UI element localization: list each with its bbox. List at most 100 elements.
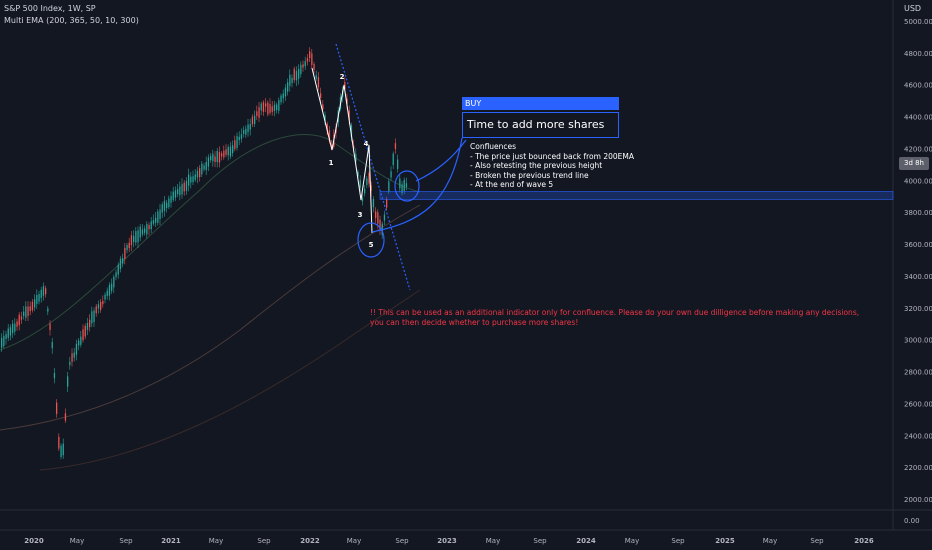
candle-body [328,130,331,142]
x-tick-label: 2021 [161,537,181,545]
y-tick-label: 2000.00 [904,496,932,504]
candle-body [245,128,247,135]
y-tick-label: 3400.00 [904,273,932,281]
candle-body [128,242,130,249]
candle-body [97,304,100,309]
candle-body [278,100,280,111]
x-tick-label: 2025 [715,537,735,545]
candle-body [146,224,148,235]
candle-body [210,156,212,161]
candle-body [148,224,150,230]
candle-body [84,326,86,337]
candle-body [106,290,108,296]
candle-body [130,235,133,246]
candle-body [271,106,273,112]
candle-body [108,284,111,296]
x-tick-label: May [625,537,639,545]
candle-body [401,184,403,194]
candle-body [289,74,291,86]
candle-body [225,149,227,155]
candle-body [212,153,214,162]
wave-label-1: 1 [329,159,334,167]
candle-body [27,306,29,317]
candle-body [135,231,137,243]
candle-body [320,93,322,98]
candle-body [251,116,254,125]
y-tick-label: 4600.00 [904,82,932,90]
candle-body [51,342,53,349]
candle-body [168,198,170,208]
y-tick-label: 3600.00 [904,241,932,249]
candle-body [179,186,181,196]
candle-body [91,311,93,324]
candle-body [284,87,287,97]
candle-body [260,103,262,111]
buy-label: BUY [462,97,619,110]
candle-body [104,294,106,300]
candle-body [53,372,56,379]
candle-body [287,82,289,92]
candle-body [115,272,117,278]
candle-body [181,184,183,195]
x-tick-label: Sep [533,537,547,545]
candle-body [18,314,20,326]
candle-body [317,77,320,88]
y-tick-label: 4800.00 [904,50,932,58]
x-tick-label: Sep [671,537,685,545]
candle-body [201,163,203,175]
candle-body [311,53,313,65]
bounce-circle [394,170,420,202]
wave-label-3: 3 [358,211,363,219]
candle-body [34,299,36,308]
y-tick-label: 2600.00 [904,400,932,408]
candle-body [276,104,278,111]
candle-body [192,176,194,183]
candle-body [25,306,27,318]
candle-body [89,319,91,328]
candle-body [236,136,238,148]
countdown-price-tag: 3d 8h [899,157,929,170]
candle-body [9,327,12,336]
candle-body [73,352,75,358]
candle-body [196,170,199,178]
connector-bounce [415,139,467,182]
x-tick-label: May [70,537,84,545]
x-tick-label: Sep [119,537,133,545]
elliott-wave-line [311,67,373,234]
candle-body [306,58,309,62]
wave-label-2: 2 [340,73,345,81]
candle-body [269,104,271,113]
candle-body [298,69,300,79]
wave5-circle [357,222,385,258]
candle-body [403,179,405,191]
candle-body [49,323,51,331]
candle-body [56,402,58,414]
candle-body [12,323,14,333]
candle-body [117,264,119,275]
candle-body [293,68,295,81]
candle-body [100,302,102,310]
y-tick-label: 4000.00 [904,177,932,185]
candle-body [379,219,381,230]
candle-body [29,306,31,312]
candle-body [205,162,207,171]
candle-body [174,190,177,198]
candle-body [5,334,7,340]
trend-line [335,43,411,291]
y-tick-label: 2200.00 [904,464,932,472]
sub-pane-tick: 0.00 [904,517,920,525]
candle-body [47,308,49,312]
candle-body [170,195,172,203]
candle-body [375,211,377,218]
candle-body [141,229,144,235]
candle-body [229,146,232,157]
candle-body [394,143,397,149]
x-tick-label: May [347,537,361,545]
candle-body [207,157,210,167]
warning-note: !! This can be used as an additional ind… [370,308,860,327]
candle-body [75,343,78,355]
candle-body [291,77,293,84]
candle-body [377,212,379,224]
candle-body [256,111,258,116]
